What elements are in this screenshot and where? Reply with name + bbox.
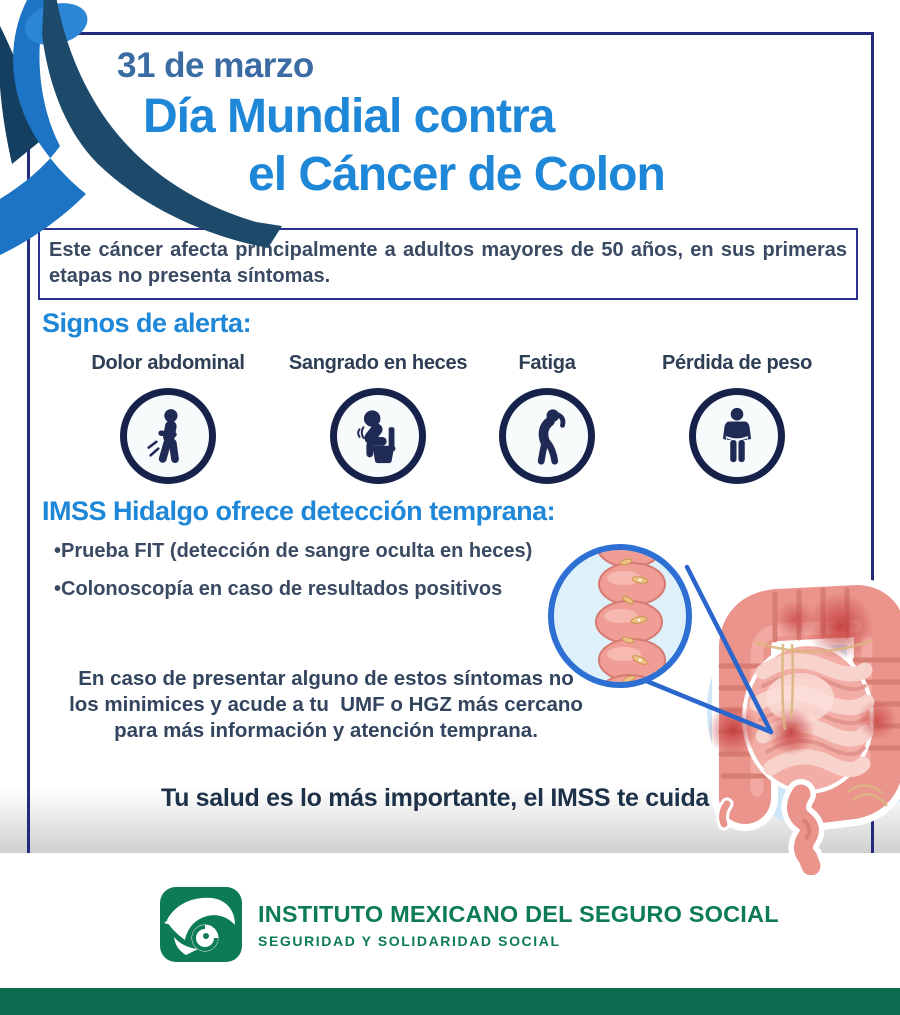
fatigue-icon [499, 388, 595, 484]
intro-box: Este cáncer afecta principalmente a adul… [38, 228, 858, 300]
intro-text: Este cáncer afecta principalmente a adul… [49, 239, 847, 287]
imss-logo-icon [160, 887, 242, 962]
institution-name: INSTITUTO MEXICANO DEL SEGURO SOCIAL [258, 901, 779, 927]
advice-line: En caso de presentar alguno de estos sín… [78, 667, 574, 690]
date-heading: 31 de marzo [117, 46, 314, 85]
advice-paragraph: En caso de presentar alguno de estos sín… [40, 666, 612, 744]
detection-heading: IMSS Hidalgo ofrece detección temprana: [42, 496, 556, 526]
closing-text: Tu salud es lo más importante, el IMSS t… [160, 784, 710, 812]
symptom-label: Pérdida de peso [662, 352, 812, 374]
symptom-card-fatiga: Fatiga [467, 352, 627, 484]
blood-in-stool-icon [330, 388, 426, 484]
abdominal-pain-icon [120, 388, 216, 484]
symptom-card-sangrado: Sangrado en heces [272, 352, 484, 484]
weight-loss-icon [689, 388, 785, 484]
symptom-label: Dolor abdominal [91, 352, 245, 374]
footer-text-block: INSTITUTO MEXICANO DEL SEGURO SOCIAL SEG… [258, 901, 779, 949]
advice-line: para más información y atención temprana… [114, 719, 538, 742]
symptom-label: Sangrado en heces [288, 352, 468, 374]
detection-item-colonoscopia: •Colonoscopía en caso de resultados posi… [54, 578, 503, 600]
main-title-line2: el Cáncer de Colon [248, 148, 666, 201]
institution-slogan: SEGURIDAD Y SOLIDARIDAD SOCIAL [258, 933, 561, 949]
content-frame [27, 32, 874, 853]
advice-line: los minimices y acude a tu UMF o HGZ más… [69, 693, 583, 716]
footer-green-bar [0, 988, 900, 1015]
main-title-line1: Día Mundial contra [143, 90, 555, 143]
detection-item-fit: •Prueba FIT (detección de sangre oculta … [54, 540, 533, 562]
symptom-label: Fatiga [518, 352, 576, 374]
symptom-card-perdida-peso: Pérdida de peso [637, 352, 837, 484]
alert-heading: Signos de alerta: [42, 308, 252, 338]
symptom-card-dolor-abdominal: Dolor abdominal [68, 352, 268, 484]
